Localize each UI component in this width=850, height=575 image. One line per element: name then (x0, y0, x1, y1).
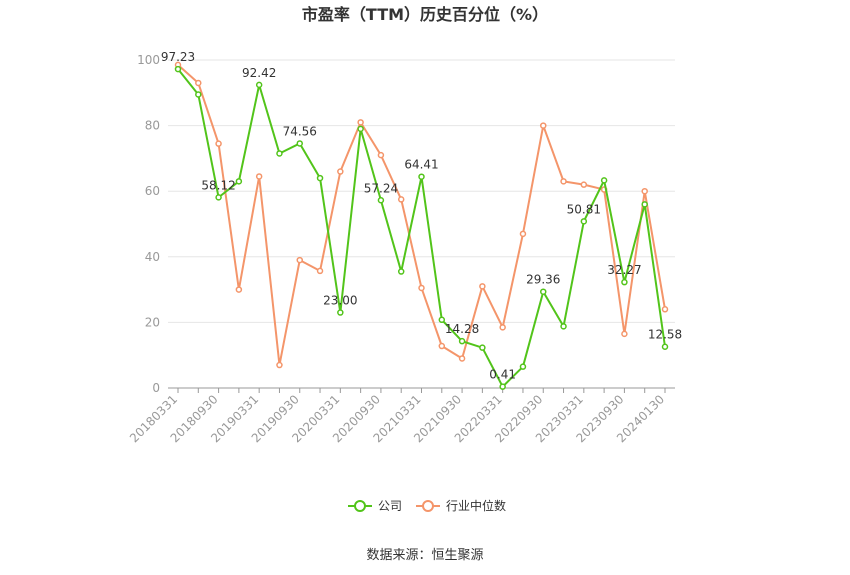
data-point (337, 168, 344, 175)
data-label: 97.23 (161, 50, 195, 64)
data-point (479, 283, 486, 290)
data-point (641, 187, 648, 195)
data-point (296, 140, 303, 147)
data-point (377, 151, 385, 159)
data-labels: 97.23 58.12 92.42 74.56 23.00 57.24 64.41 14.28… (161, 50, 682, 382)
legend-marker (354, 500, 366, 512)
data-point (540, 288, 547, 295)
data-point (600, 177, 608, 184)
data-point (316, 174, 324, 182)
data-label: 64.41 (404, 158, 438, 172)
chart-title: 市盈率（TTM）历史百分位（%） (302, 5, 548, 24)
data-point (438, 316, 446, 324)
data-point (519, 230, 527, 238)
data-point (316, 267, 324, 275)
y-tick-label: 80 (145, 119, 160, 133)
data-point (397, 196, 405, 203)
legend-marker (422, 500, 434, 512)
data-point (235, 178, 243, 185)
legend-label: 行业中位数 (446, 498, 506, 513)
grid-lines (168, 59, 675, 323)
data-point (296, 256, 303, 264)
data-point (661, 306, 669, 313)
y-tick-label: 0 (152, 381, 160, 395)
data-point (560, 178, 567, 185)
data-label: 0.41 (489, 368, 516, 382)
data-point (276, 361, 283, 369)
data-point (276, 150, 283, 157)
data-label: 50.81 (567, 202, 601, 216)
data-point (580, 218, 588, 225)
data-point (215, 140, 222, 147)
data-point (479, 344, 486, 351)
data-label: 12.58 (648, 328, 682, 342)
y-tick-label: 40 (145, 250, 160, 264)
data-point (195, 79, 202, 87)
data-point (560, 323, 567, 330)
data-point (195, 91, 202, 98)
data-point (357, 119, 364, 126)
series-group (174, 61, 669, 390)
data-point (661, 343, 669, 350)
data-label: 57.24 (364, 181, 398, 195)
data-label: 92.42 (242, 66, 276, 80)
data-point (418, 284, 425, 292)
source-note: 数据来源：恒生聚源 (366, 548, 483, 563)
y-tick-label: 100 (137, 53, 160, 67)
data-point (621, 330, 628, 338)
data-point (499, 383, 506, 390)
data-point (397, 268, 405, 275)
y-tick-label: 20 (145, 315, 160, 329)
data-point (255, 81, 263, 89)
data-point (337, 309, 344, 316)
data-point (418, 173, 425, 180)
y-tick-label: 60 (145, 184, 160, 198)
legend-item[interactable]: 行业中位数 (416, 498, 506, 513)
data-label: 23.00 (323, 294, 357, 308)
data-label: 14.28 (445, 322, 479, 336)
y-axis: 0 20 40 60 80 100 (137, 53, 160, 395)
data-point (519, 363, 527, 370)
data-point (235, 286, 243, 293)
x-axis: 2018033120180930201903312019093020200331… (127, 387, 675, 445)
data-point (540, 122, 547, 129)
data-point (458, 355, 466, 362)
data-point (499, 324, 506, 331)
data-point (357, 125, 364, 133)
data-point (215, 194, 222, 201)
data-point (580, 181, 588, 188)
data-point (377, 197, 385, 204)
data-point (621, 278, 628, 286)
data-point (458, 337, 466, 345)
series-line-0 (177, 68, 666, 388)
data-point (255, 173, 263, 180)
data-point (438, 342, 446, 350)
legend-item[interactable]: 公司 (348, 499, 402, 513)
data-point (174, 65, 182, 73)
legend-label: 公司 (378, 499, 402, 513)
data-label: 32.27 (607, 263, 641, 277)
data-point (641, 201, 648, 208)
legend[interactable]: 公司 行业中位数 (348, 498, 506, 513)
data-label: 29.36 (526, 273, 560, 287)
data-label: 74.56 (283, 124, 317, 138)
data-label: 58.12 (201, 178, 235, 192)
